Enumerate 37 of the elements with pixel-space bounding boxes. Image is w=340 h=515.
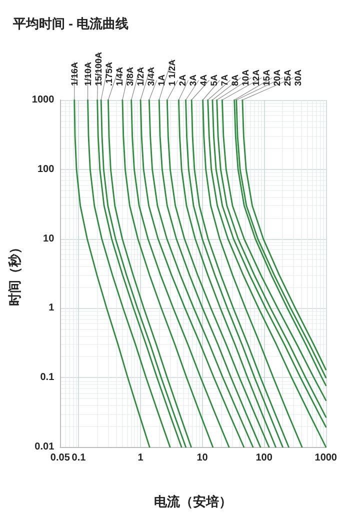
- text: 1/10A: [82, 61, 93, 86]
- y-tick-label: 0.1: [40, 372, 55, 384]
- text: 15/100A: [93, 51, 104, 86]
- text: 10A: [240, 68, 250, 86]
- y-tick-label: 0.01: [34, 442, 55, 452]
- text: 3/4A: [146, 66, 156, 86]
- x-tick-label: 1000: [314, 452, 338, 464]
- y-tick-label: 10: [43, 233, 55, 244]
- x-axis-title: 电流（安培）: [154, 494, 232, 509]
- text: 1A: [156, 74, 166, 86]
- text: 1 1/2A: [166, 58, 177, 86]
- y-tick-label: 1000: [32, 94, 55, 106]
- x-tick-label: 10: [196, 452, 208, 464]
- text: 20A: [272, 68, 282, 86]
- text: 30A: [292, 68, 303, 86]
- text: .175A: [104, 61, 114, 86]
- text: 3A: [188, 74, 198, 86]
- text: 15A: [261, 68, 272, 86]
- x-tick-label: 0.05: [50, 452, 70, 464]
- text: 4A: [198, 74, 208, 86]
- y-axis-title: 时间（秒）: [7, 241, 22, 306]
- text: 3/8A: [124, 66, 135, 86]
- text: 12A: [250, 68, 261, 86]
- text: 1/4A: [114, 66, 124, 86]
- text: 5A: [208, 74, 219, 86]
- text: 1/2A: [135, 66, 146, 86]
- y-tick-label: 1: [48, 302, 55, 314]
- x-tick-label: 1: [138, 452, 144, 464]
- text: 2A: [177, 74, 188, 86]
- text: 8A: [230, 74, 240, 86]
- text: 25A: [282, 68, 292, 86]
- x-tick-label: 100: [256, 452, 273, 464]
- y-tick-label: 100: [37, 164, 55, 175]
- text: 1/16A: [69, 61, 80, 86]
- chart-title: 平均时间 - 电流曲线: [12, 16, 129, 31]
- x-tick-label: 0.1: [72, 452, 86, 464]
- text: 7A: [219, 74, 230, 86]
